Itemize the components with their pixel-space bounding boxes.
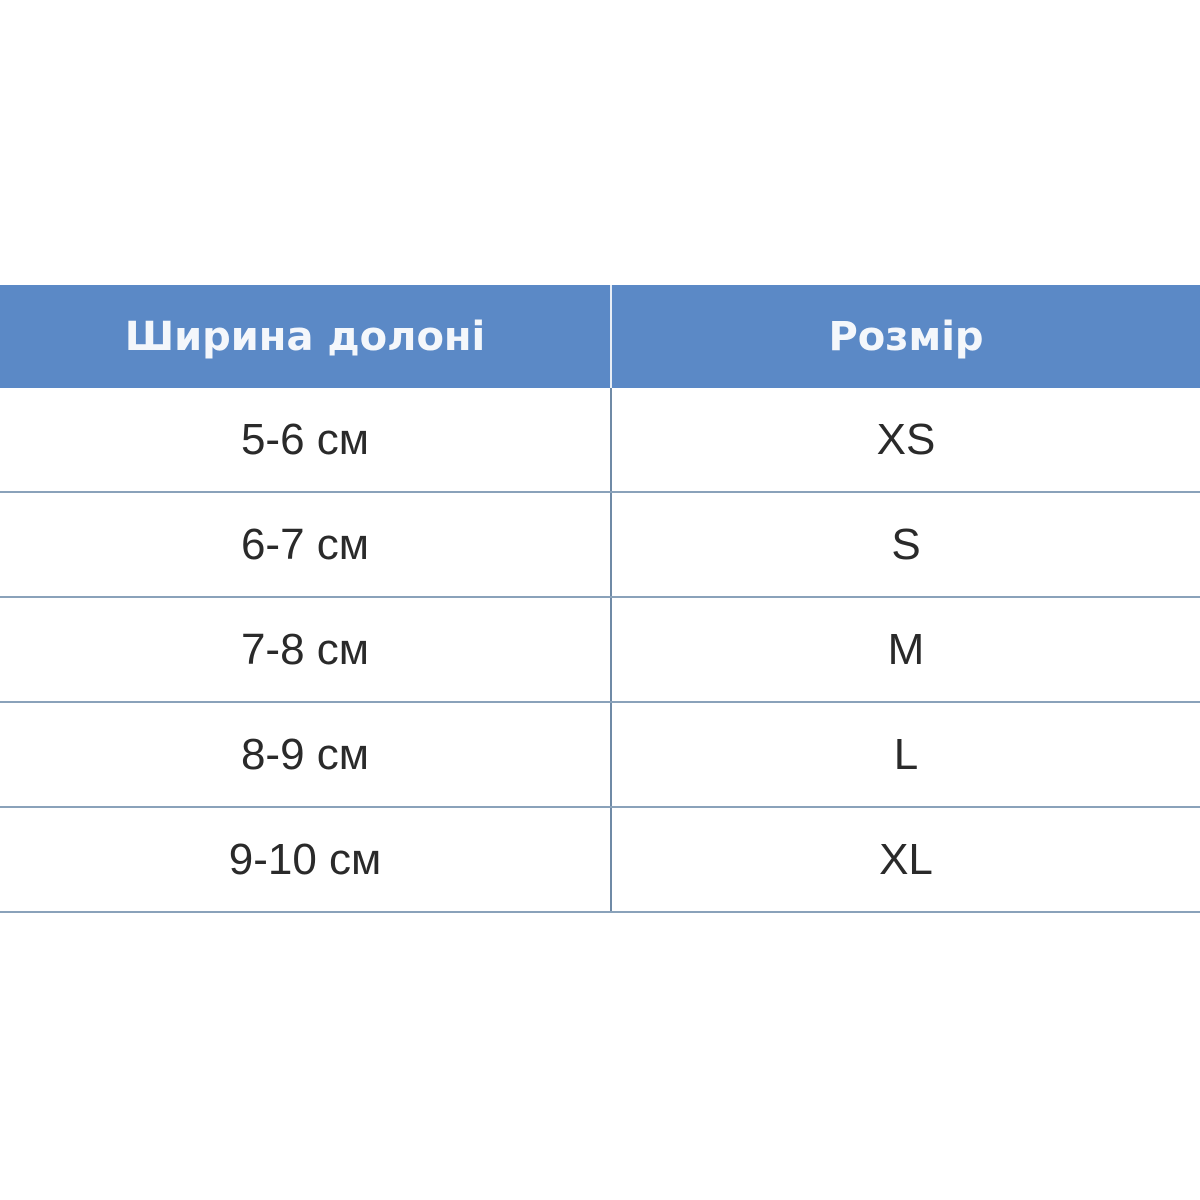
- palm-width-cell: 9-10 см: [0, 807, 612, 913]
- table-row: 6-7 см S: [0, 492, 1200, 598]
- palm-width-cell: 5-6 см: [0, 388, 612, 493]
- palm-width-cell: 7-8 см: [0, 597, 612, 703]
- size-chart-table: Ширина долоні Розмір 5-6 см XS 6-7 см S …: [0, 285, 1200, 913]
- header-row: Ширина долоні Розмір: [0, 285, 1200, 388]
- palm-width-cell: 8-9 см: [0, 702, 612, 808]
- size-cell: S: [611, 492, 1200, 598]
- size-cell: XS: [611, 388, 1200, 493]
- size-cell: M: [611, 597, 1200, 703]
- table-row: 9-10 см XL: [0, 807, 1200, 913]
- table-row: 5-6 см XS: [0, 388, 1200, 493]
- header-palm-width: Ширина долоні: [0, 285, 612, 388]
- table-row: 8-9 см L: [0, 702, 1200, 808]
- size-cell: XL: [611, 807, 1200, 913]
- palm-width-cell: 6-7 см: [0, 492, 612, 598]
- size-cell: L: [611, 702, 1200, 808]
- table-row: 7-8 см M: [0, 597, 1200, 703]
- header-size: Розмір: [611, 285, 1200, 388]
